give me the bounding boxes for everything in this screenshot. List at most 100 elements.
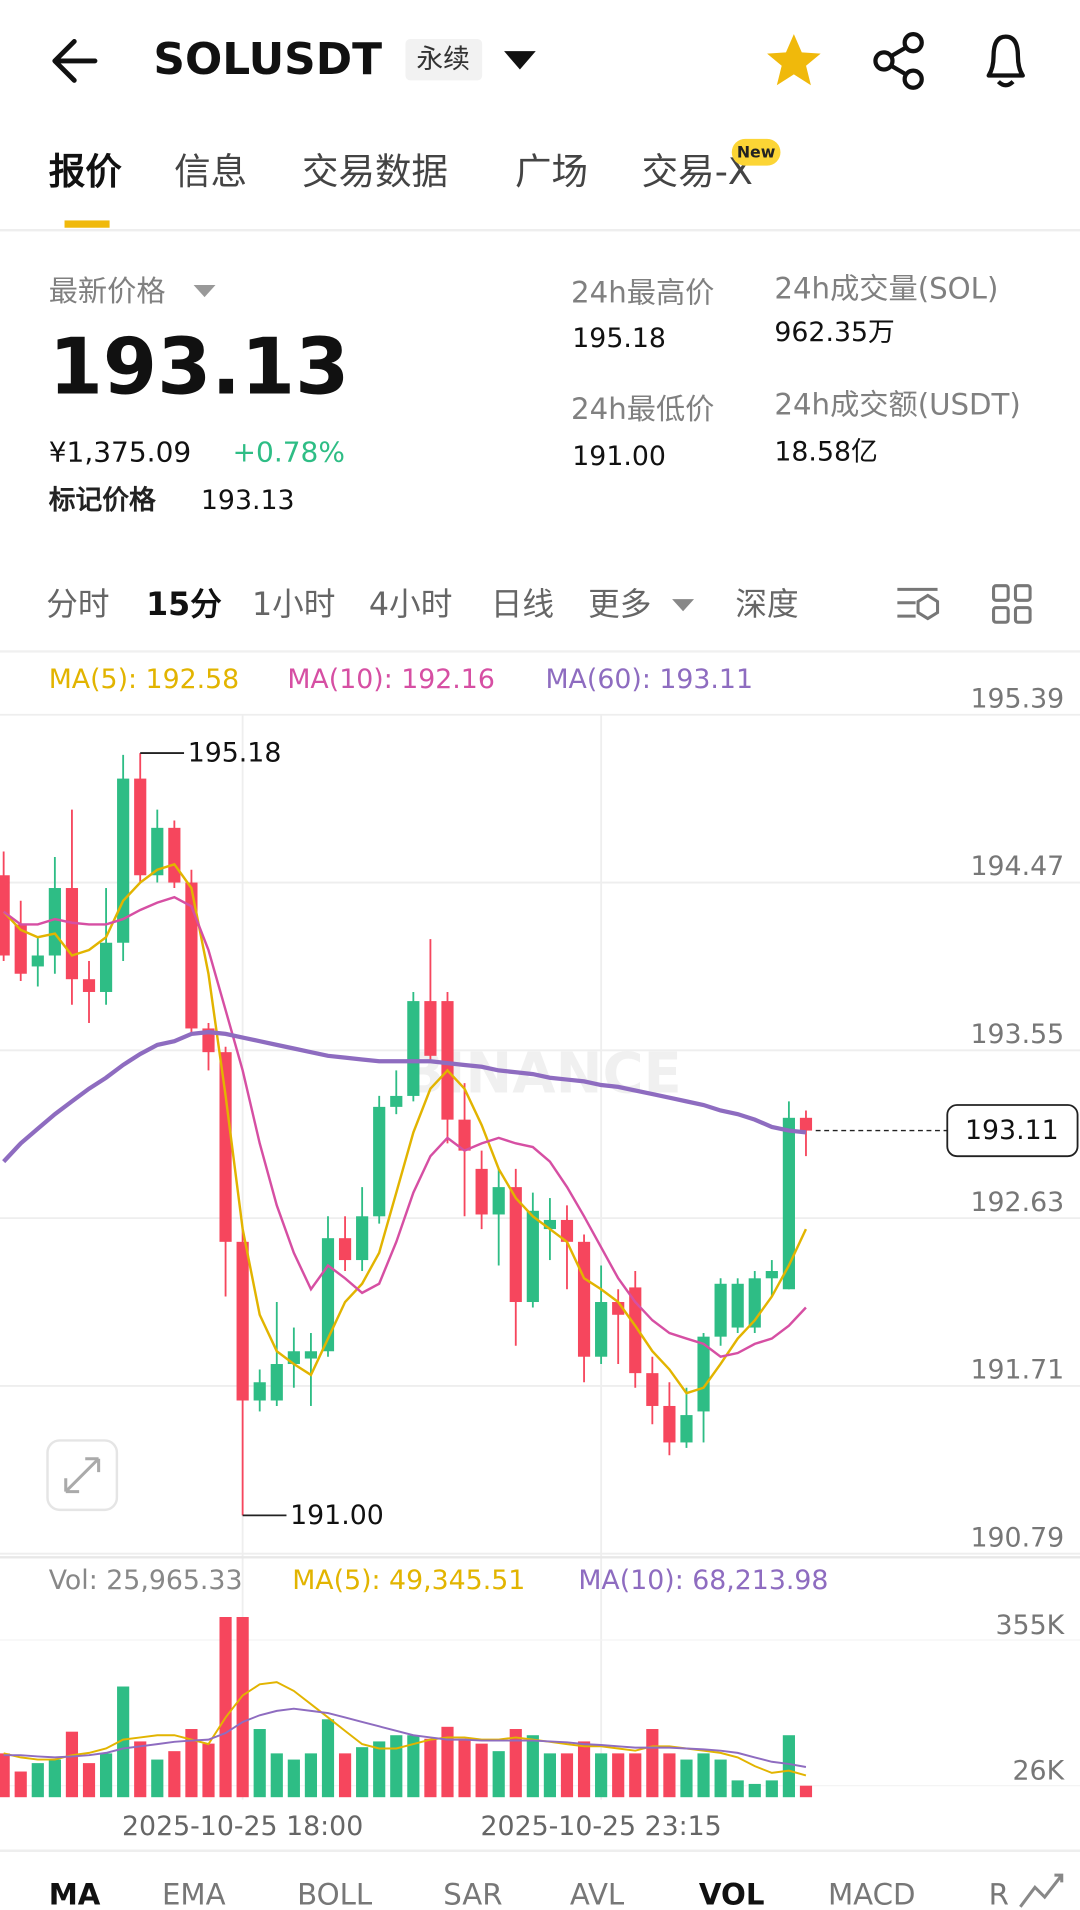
indicator-tab[interactable]: BOLL [297, 1878, 373, 1910]
indicator-tab[interactable]: EMA [162, 1878, 226, 1910]
volume-bar [185, 1729, 198, 1798]
indicator-tab[interactable]: SAR [443, 1878, 502, 1910]
mark-price-label: 标记价格 [49, 485, 157, 516]
last-price: 193.13 [49, 323, 350, 413]
stat-value: 18.58亿 [774, 436, 877, 467]
volume-bar [117, 1686, 130, 1798]
volume-bar [151, 1759, 164, 1798]
ma-line [2, 1029, 807, 1164]
volume-bar [441, 1726, 454, 1798]
candle-body [321, 1238, 335, 1352]
candle-body [185, 882, 198, 1029]
candle-body [424, 1001, 437, 1056]
interval[interactable]: 分时 [46, 587, 109, 623]
price-dropdown[interactable] [193, 284, 216, 298]
share-button[interactable] [873, 32, 924, 90]
volume-bar [492, 1751, 505, 1798]
tab[interactable]: 信息 [174, 150, 247, 193]
y-tick-label: 26K [1013, 1756, 1066, 1787]
symbol-dropdown[interactable] [504, 51, 536, 70]
candle-body [151, 827, 164, 876]
price-label[interactable]: 最新价格 [49, 274, 166, 308]
y-tick-label: 190.79 [971, 1522, 1065, 1553]
more-dropdown[interactable] [672, 599, 695, 612]
tab[interactable]: 报价 [49, 150, 123, 193]
volume-bar [680, 1759, 693, 1798]
volume-bar [0, 1753, 10, 1798]
badge-bg [405, 39, 483, 81]
stat-value: 962.35万 [774, 317, 894, 348]
candle-body [65, 888, 79, 980]
candle-body [253, 1382, 266, 1401]
candle-body [407, 1001, 420, 1096]
candle-body [577, 1241, 591, 1357]
indicator-settings[interactable] [1019, 1873, 1064, 1908]
volume-bar [134, 1741, 147, 1798]
volume-bar [595, 1753, 608, 1798]
volume-bar [390, 1735, 403, 1798]
volume-bar [543, 1753, 556, 1798]
alert-bell[interactable] [986, 34, 1025, 88]
candle-body [441, 1001, 454, 1120]
interval[interactable]: 更多 [588, 587, 651, 623]
volume-bar [560, 1753, 574, 1798]
tab-indicator [64, 220, 110, 228]
volume-bar [253, 1729, 266, 1798]
new-badge-bg [731, 138, 781, 166]
indicator-tab[interactable]: R [989, 1878, 1009, 1910]
volume-bar [219, 1617, 232, 1798]
volume-bar [663, 1753, 676, 1798]
stat-value: 191.00 [572, 441, 666, 472]
volume-bar [475, 1743, 488, 1798]
candle-body [492, 1187, 505, 1215]
indicator-tab[interactable]: VOL [699, 1878, 765, 1910]
stat-label: 24h最低价 [571, 392, 714, 426]
interval[interactable]: 4小时 [369, 587, 452, 623]
volume-bar [697, 1753, 710, 1798]
candle-body [543, 1219, 556, 1230]
volume-bar [338, 1753, 352, 1798]
stat-label: 24h成交额(USDT) [774, 387, 1020, 421]
interval[interactable]: 深度 [735, 587, 798, 623]
volume-bar [304, 1753, 318, 1798]
contract-badge: 永续 [416, 44, 470, 75]
candle-body [697, 1336, 710, 1412]
tab[interactable]: 交易数据 [302, 150, 448, 193]
layout-toggle[interactable] [992, 584, 1032, 624]
fullscreen-icon [64, 1457, 101, 1494]
volume-bar [270, 1753, 283, 1798]
volume-bar [577, 1741, 591, 1798]
volume-bar [748, 1783, 761, 1798]
y-tick-label: 191.71 [971, 1355, 1065, 1386]
interval[interactable]: 15分 [146, 587, 222, 623]
volume-bar [765, 1780, 778, 1798]
back-button[interactable] [52, 39, 98, 83]
volume-bar [356, 1747, 369, 1798]
stat-value: 195.18 [572, 323, 666, 354]
volume-bar [31, 1763, 44, 1798]
chart-settings[interactable] [897, 587, 940, 621]
candle-body [646, 1373, 659, 1406]
volume-bar [14, 1771, 27, 1798]
candle-body [799, 1117, 813, 1131]
volume-bar [202, 1743, 215, 1798]
indicator-tab[interactable]: MA [49, 1878, 101, 1910]
candle-body [236, 1241, 249, 1401]
interval[interactable]: 1小时 [252, 587, 335, 623]
volume-title: Vol: 25,965.33 [49, 1565, 243, 1596]
volume-bar [526, 1735, 539, 1798]
volume-bar [782, 1735, 795, 1798]
interval[interactable]: 日线 [491, 587, 554, 623]
candle-body [714, 1283, 727, 1337]
indicator-tab[interactable]: AVL [570, 1878, 625, 1910]
favorite-star[interactable] [767, 34, 821, 86]
candle-body [731, 1283, 744, 1328]
candle-body [595, 1302, 608, 1357]
mark-price: 193.13 [201, 485, 295, 516]
indicator-tab[interactable]: MACD [828, 1878, 916, 1910]
volume-bar [373, 1741, 386, 1798]
tab[interactable]: 广场 [515, 150, 588, 193]
candle-body [82, 979, 96, 992]
volume-bar [458, 1738, 471, 1798]
